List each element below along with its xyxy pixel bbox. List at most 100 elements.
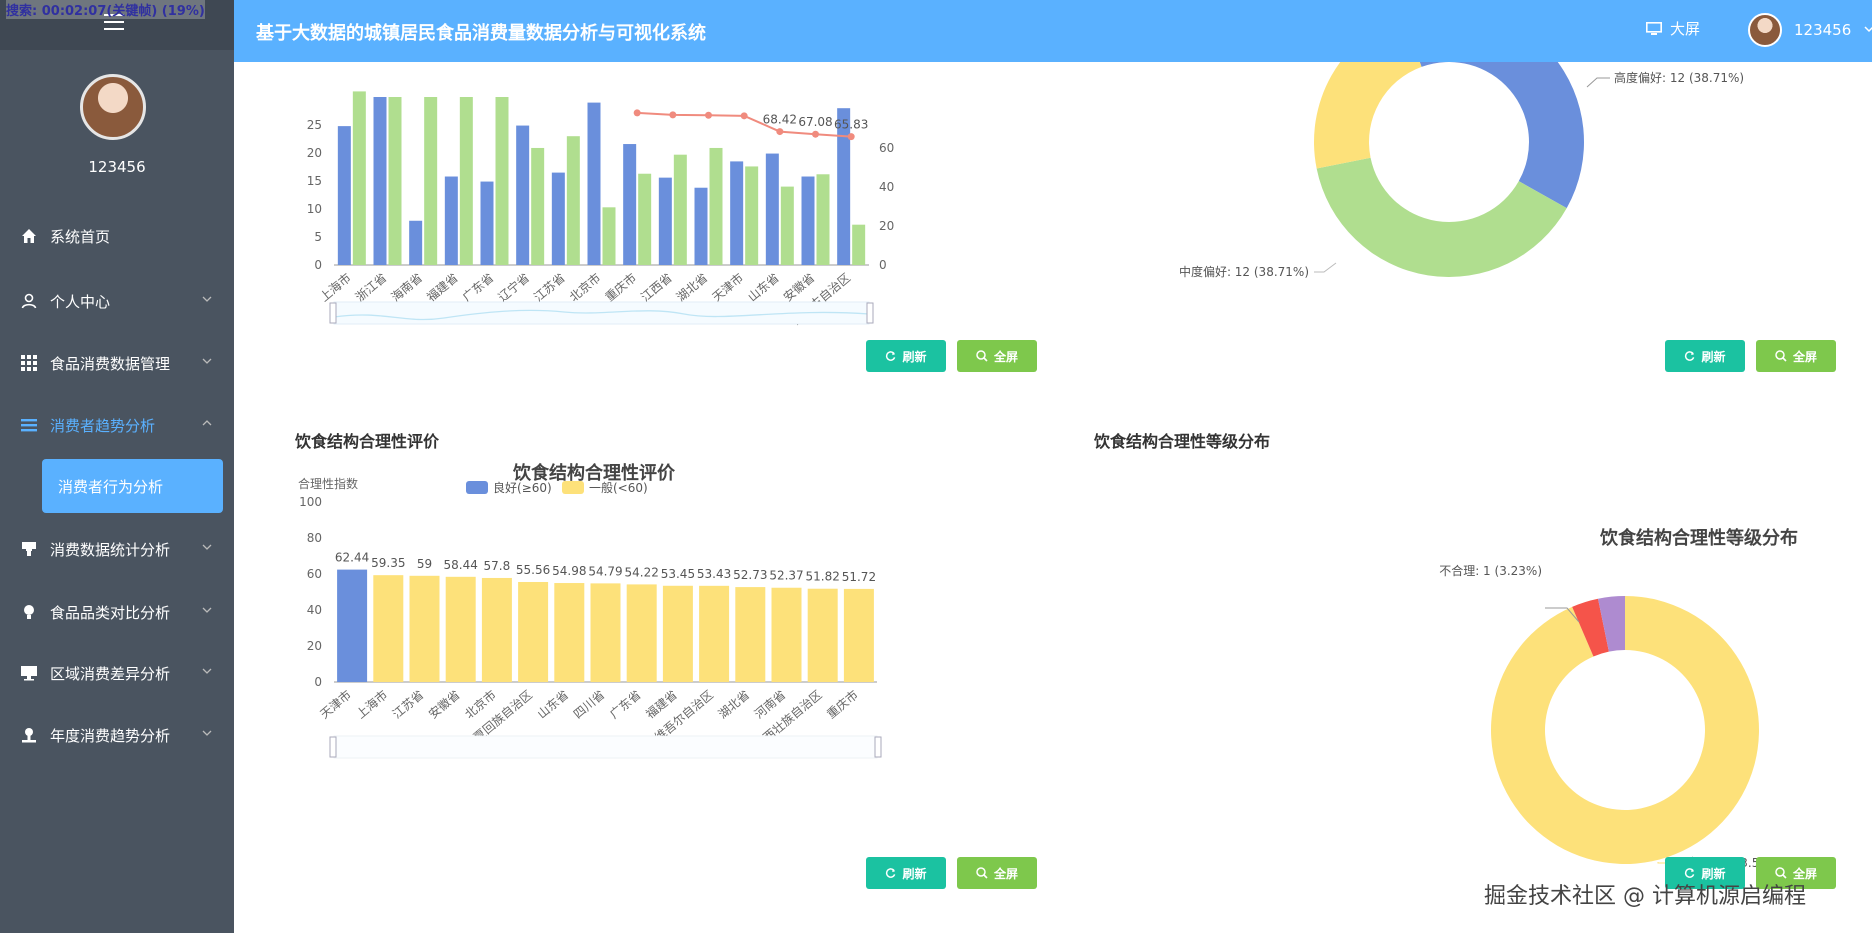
bar [480, 181, 494, 265]
sidebar-item-annual-trend[interactable]: 年度消费趋势分析 [0, 713, 234, 757]
fullscreen-button[interactable]: 全屏 [957, 340, 1037, 372]
x-tick-label: 上海市 [317, 270, 354, 305]
x-tick-label: 广东省 [460, 271, 497, 305]
bulb-icon [20, 603, 38, 621]
x-tick-label: 浙江省 [353, 271, 390, 305]
sidebar-item-home[interactable]: 系统首页 [0, 214, 234, 258]
bar [694, 187, 708, 265]
x-tick-label: 江西省 [638, 271, 675, 305]
menu-toggle-icon[interactable] [104, 14, 124, 30]
fullscreen-button[interactable]: 全屏 [1756, 857, 1836, 889]
trend-point [740, 112, 748, 120]
x-tick-label: 江苏省 [531, 271, 568, 305]
sidebar-item-consumer-trend[interactable]: 消费者趋势分析 [0, 403, 234, 447]
bar [623, 144, 637, 265]
fullscreen-button[interactable]: 全屏 [957, 857, 1037, 889]
sidebar-item-label: 消费数据统计分析 [50, 540, 171, 559]
legend-swatch [562, 481, 584, 494]
user-icon [20, 292, 38, 310]
pie-label: 不合理: 1 (3.23%) [1439, 563, 1542, 578]
chevron-down-icon [202, 730, 212, 736]
header-avatar[interactable] [1748, 13, 1782, 47]
bar [602, 207, 616, 265]
slider-handle-right [866, 302, 874, 324]
data-label: 68.42 [763, 113, 797, 127]
refresh-button[interactable]: 刷新 [1665, 857, 1745, 889]
y-tick-label: 20 [307, 639, 322, 653]
bar [566, 136, 580, 265]
trend-point [633, 109, 641, 117]
sidebar-item-profile[interactable]: 个人中心 [0, 279, 234, 323]
bar [590, 583, 621, 682]
data-label: 65.83 [834, 118, 868, 132]
header-username[interactable]: 123456 [1794, 21, 1852, 39]
pie-slice [1572, 598, 1609, 657]
pie-slice [1314, 62, 1422, 169]
data-label: 58.44 [444, 558, 478, 572]
preference-donut-chart: 高度偏好: 12 (38.71%) 中度偏好: 12 (38.71%) [1179, 62, 1744, 279]
chevron-up-icon [202, 420, 212, 426]
y-tick-label: 15 [307, 174, 322, 188]
data-label: 59.35 [371, 556, 405, 570]
bar [626, 584, 657, 682]
chevron-down-icon [202, 607, 212, 613]
home-icon [20, 227, 38, 245]
bar [409, 575, 440, 682]
trend-point [705, 111, 712, 119]
bar [658, 177, 672, 265]
bar [481, 577, 512, 682]
y-tick-label: 40 [307, 603, 322, 617]
pie-label: 中度偏好: 12 (38.71%) [1179, 264, 1309, 279]
y-tick-label: 25 [307, 118, 322, 132]
bar [745, 166, 759, 265]
bar [445, 576, 476, 682]
legend-label: 一般(<60) [589, 480, 648, 495]
refresh-button[interactable]: 刷新 [1665, 340, 1745, 372]
refresh-button[interactable]: 刷新 [866, 857, 946, 889]
bar [388, 97, 402, 265]
bar [638, 173, 652, 265]
refresh-label: 刷新 [902, 349, 927, 364]
data-label: 57.8 [484, 559, 511, 573]
data-label: 52.73 [733, 568, 767, 582]
refresh-icon [1685, 350, 1695, 361]
recording-overlay: 搜索: 00:02:07(关键帧) (19%) [6, 0, 205, 19]
sidebar-item-consumption-stats[interactable]: 消费数据统计分析 [0, 527, 234, 571]
big-screen-button[interactable]: 大屏 [1646, 18, 1700, 39]
panel-title-rationality: 饮食结构合理性评价 [295, 432, 440, 451]
chart-title: 饮食结构合理性评价 [512, 462, 676, 484]
bar [373, 97, 387, 265]
data-label: 59 [417, 557, 432, 571]
monitor-icon [1646, 21, 1662, 35]
slider-handle-right [874, 736, 882, 758]
chevron-down-icon [202, 296, 212, 302]
sidebar-item-food-category[interactable]: 食品品类对比分析 [0, 590, 234, 634]
sidebar-item-food-data[interactable]: 食品消费数据管理 [0, 341, 234, 385]
x-tick-label: 湖北省 [673, 270, 710, 305]
chevron-down-icon [202, 358, 212, 364]
x-tick-label: 山东省 [535, 688, 572, 722]
big-screen-label: 大屏 [1670, 20, 1701, 38]
x-tick-label: 湖北省 [715, 687, 752, 722]
data-label: 54.22 [625, 565, 659, 579]
chart-title: 饮食结构合理性等级分布 [1599, 527, 1798, 549]
chevron-down-icon [202, 668, 212, 674]
x-tick-label: 辽宁省 [495, 270, 532, 305]
sidebar-item-region-diff[interactable]: 区域消费差异分析 [0, 651, 234, 695]
fullscreen-label: 全屏 [1792, 866, 1817, 881]
fullscreen-button[interactable]: 全屏 [1756, 340, 1836, 372]
x-tick-label: 重庆市 [824, 687, 861, 722]
stamp-icon [20, 540, 38, 558]
sidebar-username: 123456 [88, 158, 146, 176]
zoom-slider [333, 735, 878, 759]
bar [554, 583, 585, 682]
bar [771, 587, 802, 682]
slider-handle-left [329, 302, 337, 324]
bar [373, 575, 404, 682]
chevron-down-icon[interactable] [1864, 24, 1872, 34]
data-label: 51.72 [842, 570, 876, 584]
sidebar-subitem-consumer-behavior[interactable]: 消费者行为分析 [42, 459, 223, 513]
y-tick-label: 5 [314, 230, 322, 244]
refresh-button[interactable]: 刷新 [866, 340, 946, 372]
bar [816, 174, 830, 265]
